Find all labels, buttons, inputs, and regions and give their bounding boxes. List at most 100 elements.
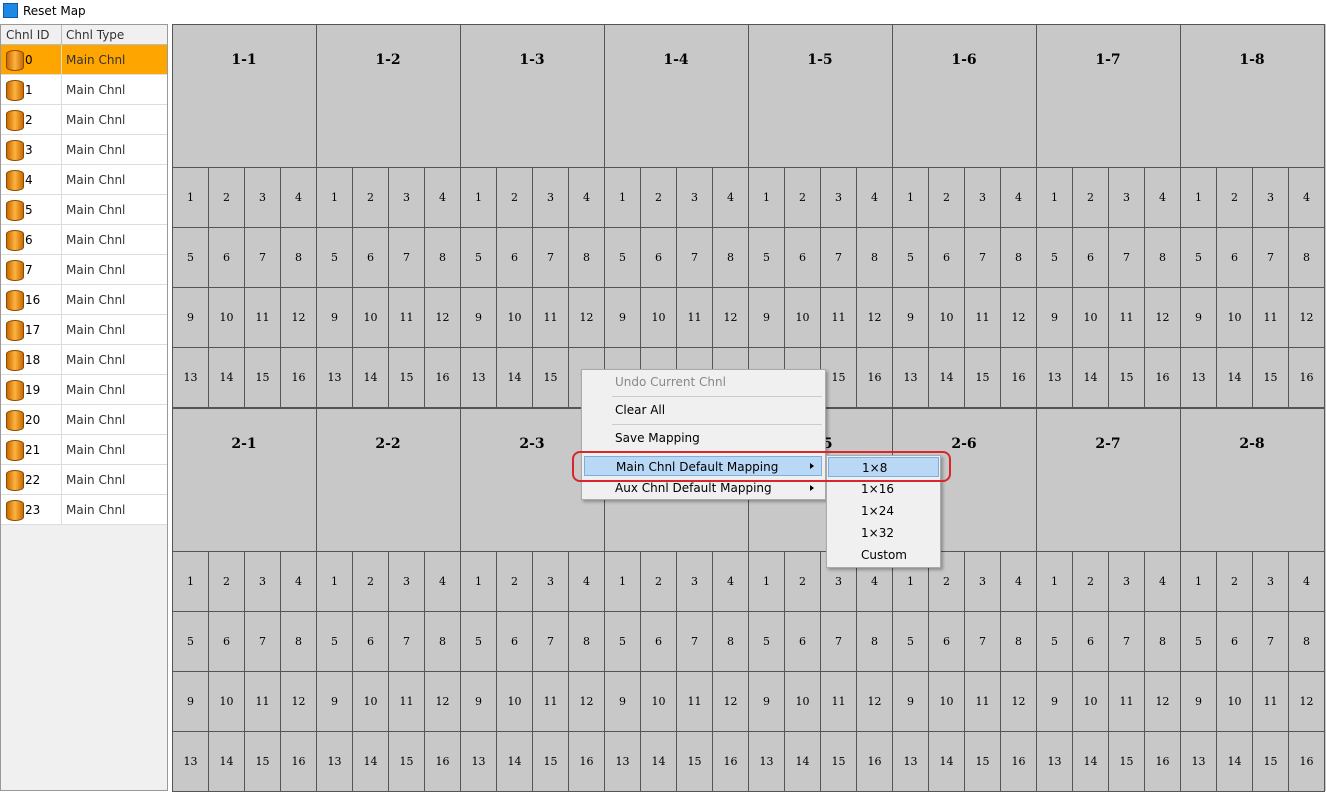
grid-cell[interactable]: 11 (244, 287, 281, 348)
grid-cell[interactable]: 1 (1036, 167, 1073, 228)
menu-item[interactable]: Save Mapping (615, 431, 700, 445)
grid-cell[interactable]: 8 (712, 227, 749, 288)
grid-cell[interactable]: 14 (1072, 731, 1109, 792)
grid-cell[interactable]: 2 (928, 167, 965, 228)
grid-cell[interactable]: 12 (424, 671, 461, 732)
channel-row[interactable] (1, 255, 167, 285)
grid-cell[interactable]: 7 (820, 227, 857, 288)
grid-cell[interactable]: 15 (532, 731, 569, 792)
grid-cell[interactable]: 13 (892, 731, 929, 792)
grid-cell[interactable]: 6 (640, 611, 677, 672)
grid-cell[interactable]: 12 (1288, 671, 1325, 732)
grid-cell[interactable]: 8 (280, 227, 317, 288)
grid-cell[interactable]: 11 (820, 671, 857, 732)
grid-cell[interactable]: 9 (1036, 671, 1073, 732)
grid-cell[interactable]: 2 (1216, 551, 1253, 612)
grid-cell[interactable]: 1 (460, 551, 497, 612)
grid-cell[interactable]: 15 (964, 347, 1001, 408)
grid-cell[interactable]: 3 (532, 551, 569, 612)
grid-cell[interactable]: 9 (316, 671, 353, 732)
grid-cell[interactable]: 10 (352, 671, 389, 732)
grid-cell[interactable]: 10 (640, 671, 677, 732)
grid-cell[interactable]: 2 (1072, 551, 1109, 612)
grid-cell[interactable]: 9 (172, 287, 209, 348)
grid-cell[interactable]: 3 (244, 551, 281, 612)
grid-cell[interactable]: 7 (1252, 611, 1289, 672)
grid-cell[interactable]: 6 (928, 611, 965, 672)
submenu-item[interactable]: 1×24 (861, 504, 894, 518)
grid-cell[interactable]: 6 (208, 611, 245, 672)
grid-cell[interactable]: 2 (496, 551, 533, 612)
grid-cell[interactable]: 4 (712, 551, 749, 612)
grid-cell[interactable]: 15 (820, 731, 857, 792)
grid-cell[interactable]: 12 (280, 287, 317, 348)
grid-cell[interactable]: 11 (532, 287, 569, 348)
channel-row[interactable] (1, 225, 167, 255)
grid-cell[interactable]: 16 (856, 347, 893, 408)
grid-cell[interactable]: 11 (1252, 287, 1289, 348)
grid-cell[interactable]: 1 (1036, 551, 1073, 612)
grid-cell[interactable]: 14 (1216, 347, 1253, 408)
grid-cell[interactable]: 8 (568, 611, 605, 672)
grid-cell[interactable]: 11 (532, 671, 569, 732)
grid-cell[interactable]: 2 (640, 551, 677, 612)
grid-cell[interactable]: 4 (568, 551, 605, 612)
grid-cell[interactable]: 9 (1180, 671, 1217, 732)
grid-cell[interactable]: 8 (712, 611, 749, 672)
grid-cell[interactable]: 12 (424, 287, 461, 348)
grid-cell[interactable]: 3 (1108, 551, 1145, 612)
grid-cell[interactable]: 4 (568, 167, 605, 228)
grid-cell[interactable]: 14 (496, 731, 533, 792)
grid-cell[interactable]: 2 (640, 167, 677, 228)
grid-cell[interactable]: 3 (964, 167, 1001, 228)
grid-cell[interactable]: 14 (352, 347, 389, 408)
grid-cell[interactable]: 12 (1000, 287, 1037, 348)
grid-cell[interactable]: 4 (1144, 167, 1181, 228)
grid-cell[interactable]: 12 (856, 287, 893, 348)
grid-cell[interactable]: 4 (712, 167, 749, 228)
grid-cell[interactable]: 9 (1180, 287, 1217, 348)
grid-cell[interactable]: 16 (424, 347, 461, 408)
grid-cell[interactable]: 6 (352, 227, 389, 288)
grid-cell[interactable]: 11 (1252, 671, 1289, 732)
grid-cell[interactable]: 3 (388, 551, 425, 612)
grid-cell[interactable]: 10 (1072, 287, 1109, 348)
grid-cell[interactable]: 3 (1252, 167, 1289, 228)
grid-cell[interactable]: 5 (1180, 227, 1217, 288)
channel-row[interactable] (1, 495, 167, 525)
grid-cell[interactable]: 2 (352, 551, 389, 612)
grid-cell[interactable]: 11 (676, 287, 713, 348)
grid-cell[interactable]: 10 (784, 671, 821, 732)
grid-cell[interactable]: 6 (928, 227, 965, 288)
grid-cell[interactable]: 16 (568, 731, 605, 792)
grid-cell[interactable]: 15 (1108, 347, 1145, 408)
submenu-item[interactable]: 1×8 (828, 457, 939, 477)
grid-cell[interactable]: 2 (352, 167, 389, 228)
grid-cell[interactable]: 14 (1072, 347, 1109, 408)
grid-cell[interactable]: 9 (604, 287, 641, 348)
grid-cell[interactable]: 16 (1144, 731, 1181, 792)
grid-cell[interactable]: 14 (1216, 731, 1253, 792)
grid-cell[interactable]: 1 (1180, 167, 1217, 228)
grid-cell[interactable]: 7 (388, 227, 425, 288)
grid-cell[interactable]: 5 (892, 227, 929, 288)
grid-cell[interactable]: 11 (1108, 671, 1145, 732)
grid-cell[interactable]: 3 (964, 551, 1001, 612)
grid-cell[interactable]: 15 (1252, 347, 1289, 408)
grid-cell[interactable]: 15 (244, 347, 281, 408)
grid-cell[interactable]: 8 (1144, 611, 1181, 672)
grid-cell[interactable]: 14 (352, 731, 389, 792)
grid-cell[interactable]: 4 (424, 551, 461, 612)
grid-cell[interactable]: 1 (460, 167, 497, 228)
grid-cell[interactable]: 12 (1144, 671, 1181, 732)
grid-cell[interactable]: 2 (784, 167, 821, 228)
grid-cell[interactable]: 8 (1000, 611, 1037, 672)
grid-cell[interactable]: 9 (892, 671, 929, 732)
grid-cell[interactable]: 3 (676, 167, 713, 228)
grid-cell[interactable]: 16 (1000, 347, 1037, 408)
channel-row[interactable] (1, 405, 167, 435)
grid-cell[interactable]: 1 (1180, 551, 1217, 612)
grid-cell[interactable]: 4 (1288, 167, 1325, 228)
grid-cell[interactable]: 1 (892, 167, 929, 228)
grid-cell[interactable]: 14 (208, 731, 245, 792)
